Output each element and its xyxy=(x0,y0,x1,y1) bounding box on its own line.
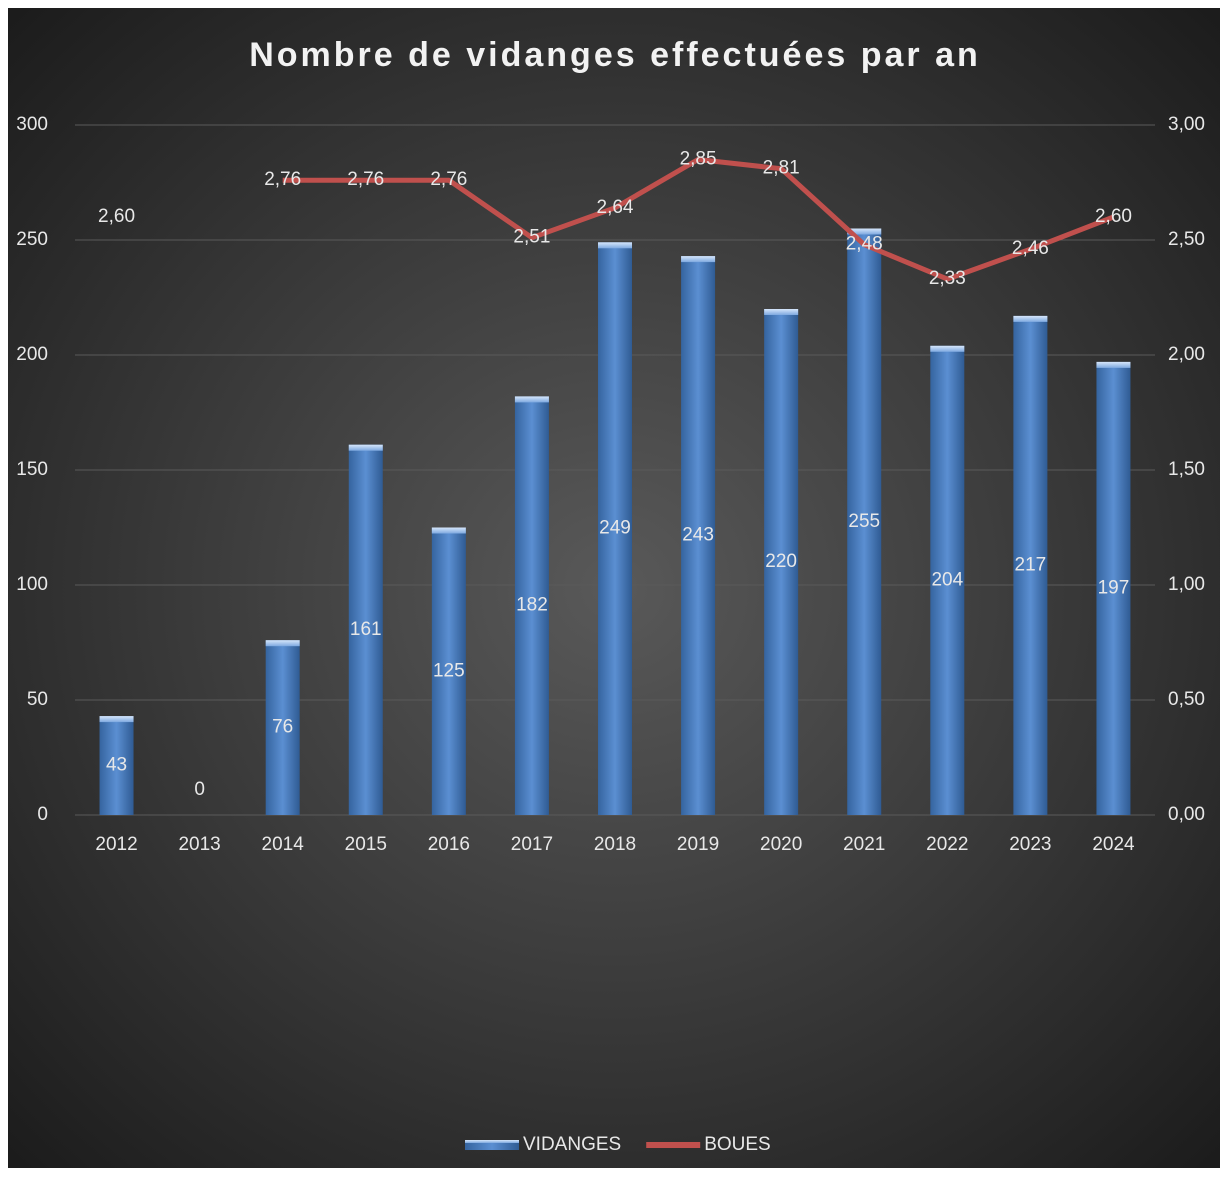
data-label: 197 xyxy=(1098,577,1130,598)
bar-cap xyxy=(598,242,632,249)
x-tick-label: 2024 xyxy=(1092,834,1135,855)
bar-cap xyxy=(1096,361,1131,368)
data-label: 2,46 xyxy=(1012,238,1049,259)
bar-cap xyxy=(764,309,799,315)
x-tick-label: 2016 xyxy=(428,834,470,855)
bar xyxy=(99,716,134,815)
x-tick-label: 2022 xyxy=(926,834,968,855)
y2-tick-label: 0,50 xyxy=(1168,689,1205,710)
data-label: 161 xyxy=(350,619,382,640)
line xyxy=(282,157,1115,282)
x-tick-label: 2015 xyxy=(345,834,387,855)
bar-cap xyxy=(1013,315,1048,322)
bar xyxy=(1096,361,1131,815)
y2-tick-label: 3,00 xyxy=(1168,114,1205,135)
bar-cap xyxy=(99,716,134,723)
bar xyxy=(930,345,965,815)
y2-tick-label: 1,50 xyxy=(1168,459,1205,480)
data-label: 255 xyxy=(848,511,880,532)
data-label: 43 xyxy=(106,755,127,776)
chart-title: Nombre de vidanges effectuées par an xyxy=(249,36,981,74)
bar-cap xyxy=(265,640,300,647)
x-tick-label: 2019 xyxy=(677,834,719,855)
legend-label: VIDANGES xyxy=(523,1134,621,1155)
data-label: 2,60 xyxy=(1095,206,1132,227)
bar xyxy=(847,228,882,815)
data-label: 249 xyxy=(599,518,631,539)
y2-tick-label: 1,00 xyxy=(1168,574,1205,595)
y-tick-label: 50 xyxy=(27,689,48,710)
bar-cap xyxy=(847,228,882,235)
data-label: 2,85 xyxy=(680,149,717,170)
data-label: 220 xyxy=(765,551,797,572)
y-tick-label: 250 xyxy=(16,229,48,250)
y-tick-label: 300 xyxy=(16,114,48,135)
bar xyxy=(598,242,632,816)
data-label: 204 xyxy=(931,569,963,590)
legend-label: BOUES xyxy=(704,1134,771,1155)
bar-cap xyxy=(348,444,383,451)
x-tick-label: 2012 xyxy=(95,834,137,855)
bar xyxy=(764,309,799,815)
y2-tick-label: 2,00 xyxy=(1168,344,1205,365)
bar xyxy=(514,396,549,815)
bar xyxy=(681,256,716,816)
bar-cap xyxy=(930,345,965,352)
x-tick-label: 2013 xyxy=(178,834,220,855)
y-tick-label: 200 xyxy=(16,344,48,365)
data-label: 217 xyxy=(1015,554,1047,575)
y2-tick-label: 0,00 xyxy=(1168,804,1205,825)
data-label: 0 xyxy=(194,779,205,800)
bar-cap xyxy=(514,396,549,403)
y-tick-label: 150 xyxy=(16,459,48,480)
y-tick-label: 100 xyxy=(16,574,48,595)
data-label: 125 xyxy=(433,660,465,681)
x-tick-label: 2023 xyxy=(1009,834,1051,855)
x-tick-label: 2014 xyxy=(262,834,305,855)
data-label: 2,33 xyxy=(929,268,966,289)
data-label: 2,60 xyxy=(98,206,135,227)
data-label: 76 xyxy=(272,717,293,738)
data-label: 2,76 xyxy=(430,169,467,190)
data-label: 2,48 xyxy=(846,234,883,255)
data-label: 2,51 xyxy=(513,227,550,248)
legend-swatch xyxy=(465,1140,519,1150)
y2-tick-label: 2,50 xyxy=(1168,229,1205,250)
legend-swatch-cap xyxy=(465,1140,519,1143)
data-label: 2,64 xyxy=(597,197,634,218)
bar xyxy=(265,640,300,815)
x-tick-label: 2018 xyxy=(594,834,636,855)
data-label: 2,76 xyxy=(347,169,384,190)
x-tick-label: 2021 xyxy=(843,834,885,855)
bar-cap xyxy=(681,256,716,263)
x-tick-label: 2020 xyxy=(760,834,802,855)
bar-cap xyxy=(431,527,466,534)
data-label: 2,76 xyxy=(264,169,301,190)
data-label: 2,81 xyxy=(763,158,800,179)
x-tick-label: 2017 xyxy=(511,834,553,855)
bar xyxy=(431,527,466,815)
bar xyxy=(348,444,383,815)
data-label: 182 xyxy=(516,595,548,616)
data-label: 243 xyxy=(682,525,714,546)
bar xyxy=(1013,315,1048,815)
y-tick-label: 0 xyxy=(37,804,48,825)
